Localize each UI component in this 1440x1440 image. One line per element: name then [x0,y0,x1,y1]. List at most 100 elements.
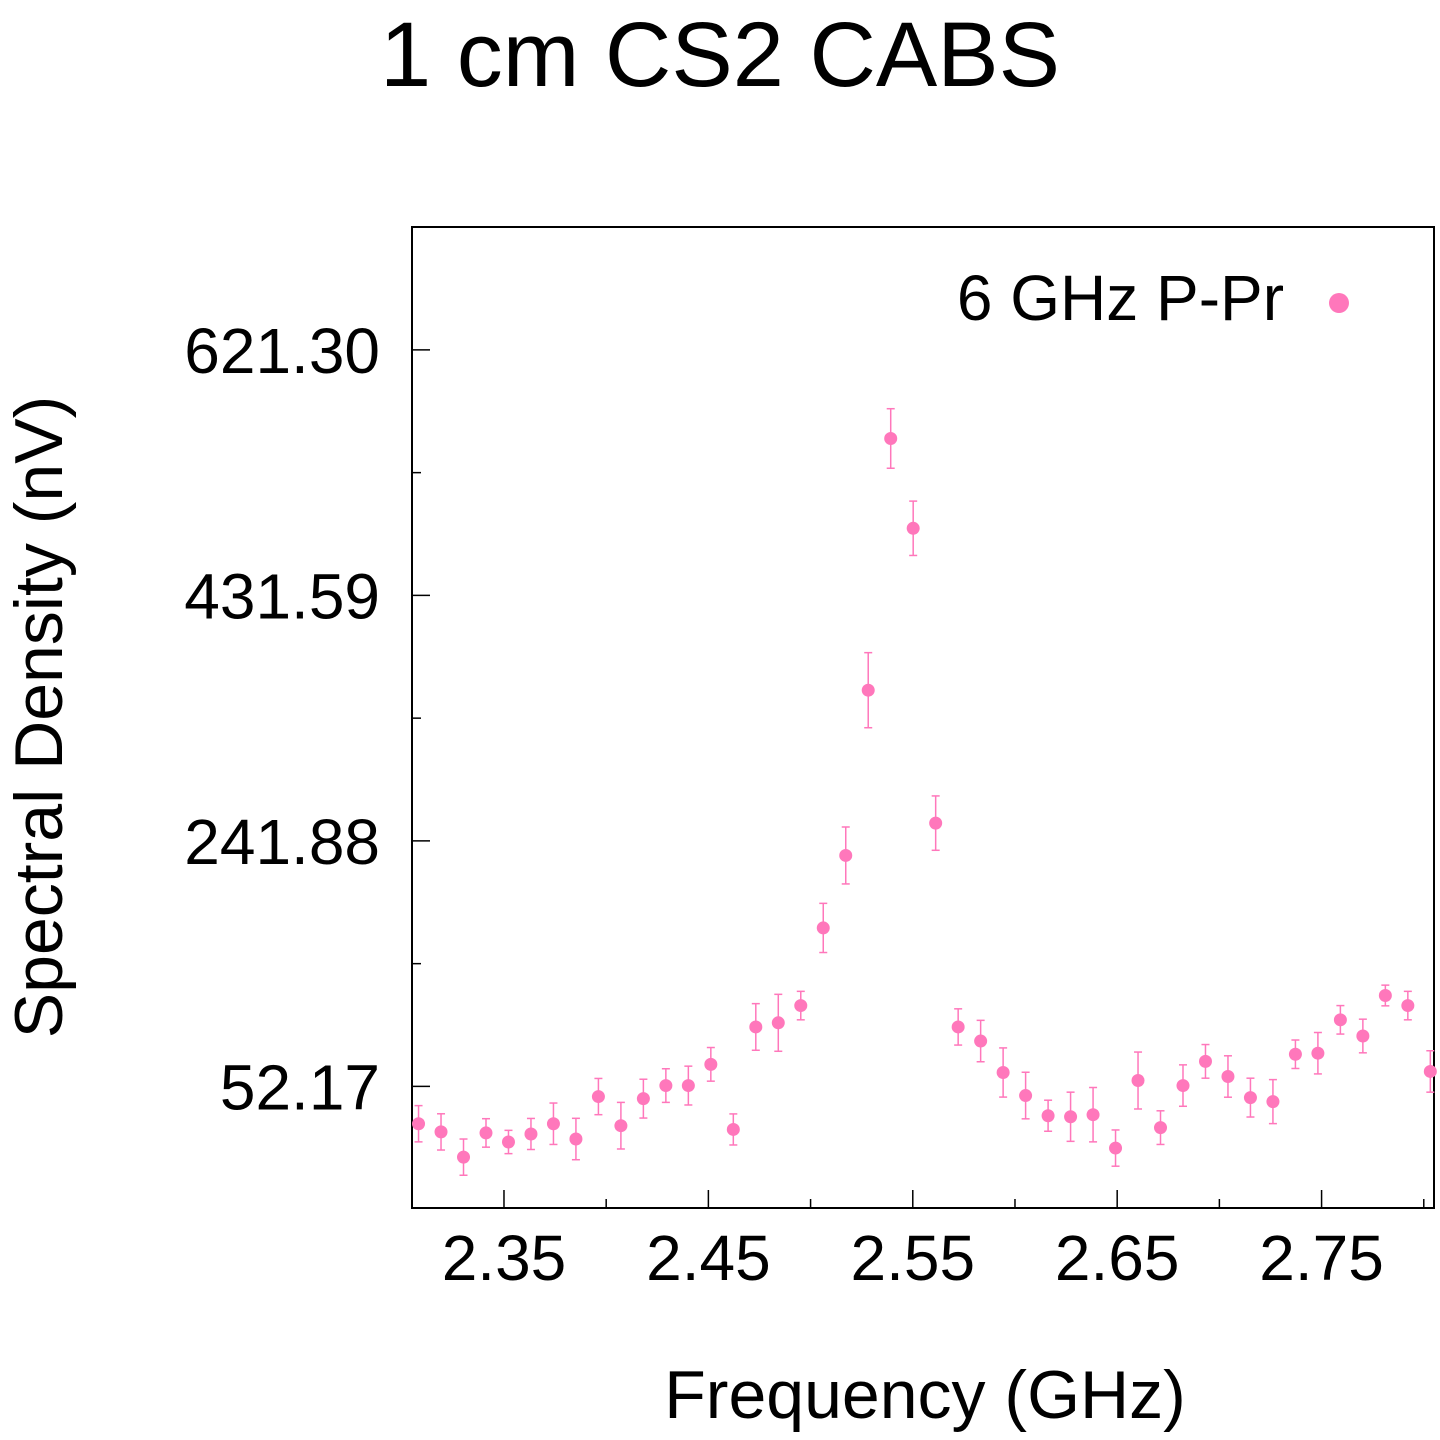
data-marker [906,521,920,535]
data-marker [1378,988,1392,1002]
data-marker [1198,1054,1212,1068]
y-axis-label: Spectral Density (nV) [1,396,77,1038]
data-marker [1288,1047,1302,1061]
data-marker [1243,1091,1257,1105]
data-point [1086,1086,1100,1143]
data-marker [771,1016,785,1030]
data-marker [861,683,875,697]
data-marker [591,1090,605,1104]
data-marker [1356,1029,1370,1043]
data-point [794,990,808,1021]
data-marker [434,1125,448,1139]
data-marker [479,1126,493,1140]
data-point [1266,1078,1280,1125]
data-point [951,1008,965,1046]
legend: 6 GHz P-Pr [957,262,1349,334]
data-point [1109,1129,1123,1167]
data-marker [839,848,853,862]
data-point [501,1129,515,1155]
data-marker [1176,1079,1190,1093]
data-marker [546,1117,560,1131]
data-point [636,1078,650,1119]
data-point [546,1102,560,1146]
data-point [1243,1077,1257,1118]
data-point [1221,1055,1235,1098]
data-marker [1154,1121,1168,1135]
data-marker [749,1020,763,1034]
data-point [1131,1051,1145,1110]
data-point [457,1138,471,1177]
data-point [929,795,943,852]
plot-area [411,226,1437,1209]
data-marker [1109,1141,1123,1155]
data-point [816,902,830,954]
x-axis-label: Frequency (GHz) [664,1357,1185,1433]
data-marker [1401,999,1415,1013]
data-point [906,500,920,557]
data-marker [1221,1070,1235,1084]
data-marker [1311,1046,1325,1060]
x-tick-label: 2.55 [850,1222,975,1294]
plot-frame [411,226,1435,1209]
data-point [1154,1110,1168,1146]
data-point [1401,990,1415,1021]
data-point [591,1077,605,1116]
data-marker [501,1135,515,1149]
data-point [1333,1004,1347,1035]
data-point [1288,1039,1302,1070]
data-point [569,1117,583,1161]
data-marker [1019,1089,1033,1103]
data-marker [569,1132,583,1146]
data-marker [457,1150,471,1164]
data-marker [412,1117,426,1131]
legend-marker [1329,293,1349,313]
data-point [681,1065,695,1106]
data-marker [1041,1109,1055,1123]
data-point [1041,1099,1055,1133]
data-marker [704,1057,718,1071]
x-tick-label: 2.35 [442,1222,567,1294]
data-marker [996,1065,1010,1079]
data-marker [659,1079,673,1093]
y-tick-label: 52.17 [220,1051,380,1123]
data-marker [816,921,830,935]
data-marker [524,1127,538,1141]
data-point [1019,1071,1033,1120]
data-marker [884,431,898,445]
data-marker [1064,1110,1078,1124]
data-point [1064,1091,1078,1143]
data-marker [1266,1095,1280,1109]
y-axis: 52.17 241.88 431.59 621.30 [184,315,430,1123]
data-marker [974,1034,988,1048]
data-point [1311,1031,1325,1075]
y-tick-label: 621.30 [184,315,380,387]
data-marker [794,999,808,1013]
data-point [996,1047,1010,1098]
data-marker [1423,1064,1437,1078]
data-point [839,826,853,885]
data-point [749,1002,763,1051]
data-point [1423,1050,1437,1093]
data-point [412,1104,426,1143]
data-point [614,1101,628,1150]
legend-label: 6 GHz P-Pr [957,262,1284,334]
data-point [1378,984,1392,1007]
data-marker [929,816,943,830]
data-marker [614,1119,628,1133]
data-point [704,1046,718,1082]
data-point [524,1117,538,1151]
data-marker [726,1122,740,1136]
data-point [884,407,898,469]
y-tick-label: 431.59 [184,560,380,632]
data-marker [951,1020,965,1034]
data-point [974,1019,988,1063]
data-point [1356,1018,1370,1054]
data-point [1176,1064,1190,1108]
data-point [659,1067,673,1104]
data-point [479,1117,493,1148]
data-point [726,1113,740,1146]
x-tick-label: 2.65 [1055,1222,1180,1294]
data-marker [1131,1074,1145,1088]
chart-title: 1 cm CS2 CABS [380,4,1060,106]
